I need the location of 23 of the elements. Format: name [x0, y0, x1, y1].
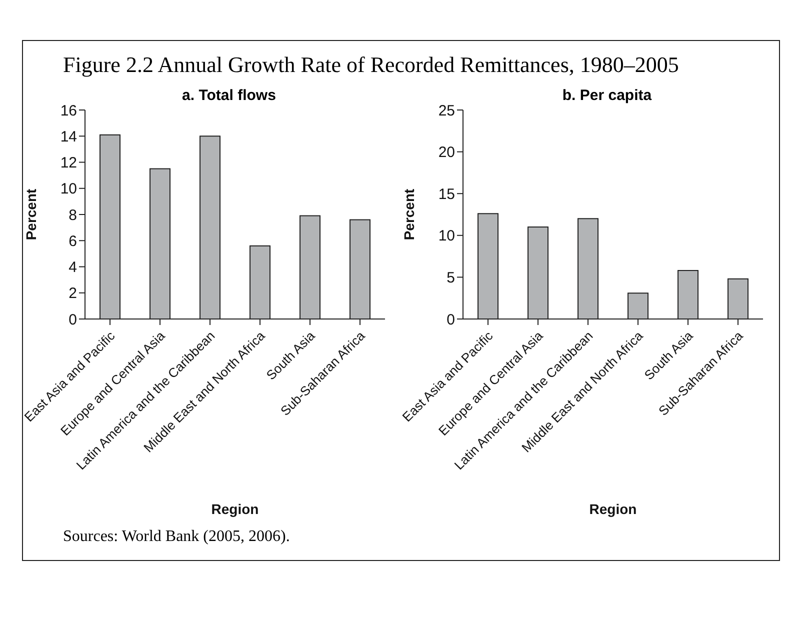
y-tick-label: 10 [438, 228, 455, 245]
y-tick-label: 20 [438, 144, 455, 162]
chart-title: Figure 2.2 Annual Growth Rate of Recorded Remittances, 1980–2005 [63, 52, 679, 77]
y-tick-label: 0 [68, 311, 77, 328]
y-axis-title: Percent [400, 188, 417, 240]
chart-subtitle: b. Per capita [561, 87, 653, 104]
source-note: Sources: World Bank (2005, 2006). [63, 528, 291, 546]
y-tick-label: 6 [68, 232, 77, 250]
chart-subtitle: a. Total flows [181, 87, 277, 104]
y-tick-label: 16 [60, 102, 77, 120]
y-axis-title: Percent [22, 188, 39, 240]
y-tick-label: 10 [60, 180, 77, 198]
y-tick-label: 4 [68, 259, 77, 276]
y-tick-label: 14 [60, 128, 77, 146]
y-tick-label: 25 [438, 102, 455, 120]
y-tick-label: 12 [60, 154, 77, 172]
y-tick-label: 0 [446, 311, 455, 328]
y-tick-label: 15 [438, 186, 455, 203]
x-axis-title: Region [589, 501, 637, 517]
y-tick-label: 2 [68, 285, 77, 302]
x-axis-title: Region [211, 501, 259, 517]
y-tick-label: 8 [68, 206, 77, 224]
y-tick-label: 5 [446, 270, 455, 287]
